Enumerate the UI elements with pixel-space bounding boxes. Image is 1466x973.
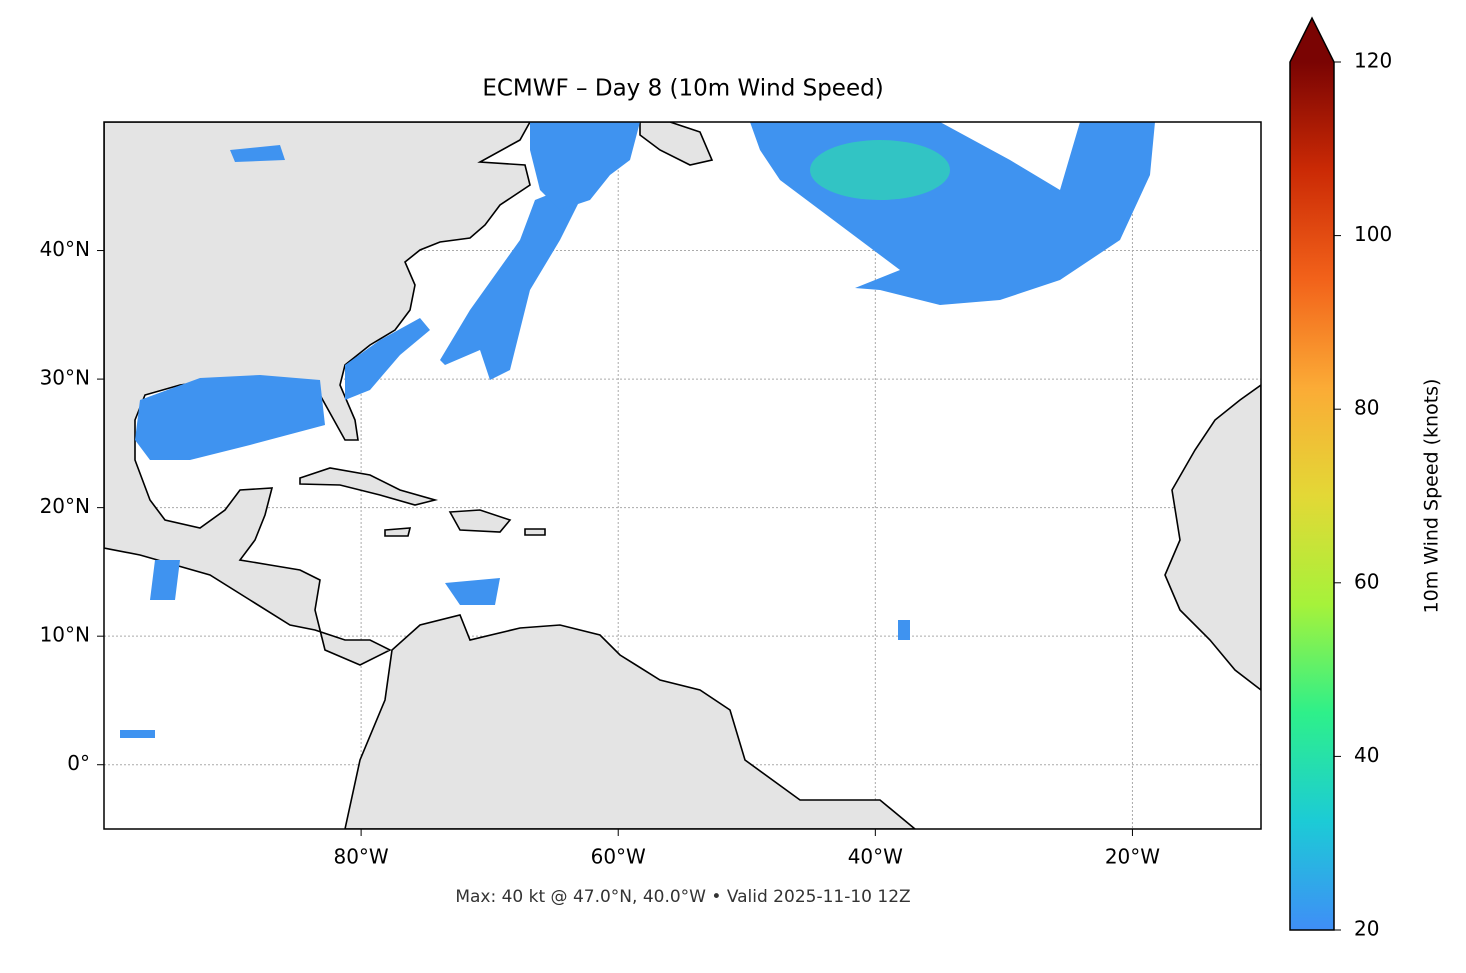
y-tick-label: 0° <box>67 751 90 775</box>
map-frame <box>103 121 1262 830</box>
wind-caribbean <box>445 578 500 605</box>
south-america <box>344 614 917 829</box>
x-tick-label: 20°W <box>1105 845 1160 869</box>
x-tick-label: 60°W <box>591 845 646 869</box>
colorbar-tick-label: 40 <box>1354 743 1379 767</box>
cuba <box>299 467 439 506</box>
hispaniola <box>448 509 512 533</box>
colorbar-tick-label: 20 <box>1354 917 1379 941</box>
wind-spot <box>898 620 910 640</box>
y-tick-label: 30°N <box>40 366 90 390</box>
map-title: ECMWF – Day 8 (10m Wind Speed) <box>482 76 883 102</box>
colorbar-tick-label: 120 <box>1354 49 1392 73</box>
y-tick-label: 20°N <box>40 494 90 518</box>
wind-st-lawrence <box>530 122 640 210</box>
colorbar-label: 10m Wind Speed (knots) <box>1421 379 1443 614</box>
map-area <box>104 122 1261 829</box>
wind-east-coast <box>345 318 430 400</box>
colorbar-tick-label: 100 <box>1354 222 1392 246</box>
puerto-rico <box>524 528 546 536</box>
x-tick-label: 80°W <box>333 845 388 869</box>
colorbar-tick-label: 60 <box>1354 569 1379 593</box>
wind-gulf <box>135 375 325 460</box>
wind-streaks <box>440 190 580 380</box>
colorbar-tick-label: 80 <box>1354 396 1379 420</box>
wind-core <box>810 140 950 200</box>
y-tick-label: 10°N <box>40 623 90 647</box>
y-tick-label: 40°N <box>40 237 90 261</box>
jamaica <box>384 527 412 537</box>
footer-note: Max: 40 kt @ 47.0°N, 40.0°W • Valid 2025… <box>455 887 910 907</box>
wind-pacific-2 <box>120 730 155 738</box>
newfoundland <box>639 122 714 166</box>
wind-great-lakes <box>230 145 285 162</box>
colorbar <box>1290 62 1334 930</box>
africa <box>1164 384 1261 692</box>
x-tick-label: 40°W <box>848 845 903 869</box>
colorbar-outline <box>1289 16 1335 931</box>
wind-pacific-1 <box>150 560 180 600</box>
colorbar-extend <box>1290 18 1334 62</box>
